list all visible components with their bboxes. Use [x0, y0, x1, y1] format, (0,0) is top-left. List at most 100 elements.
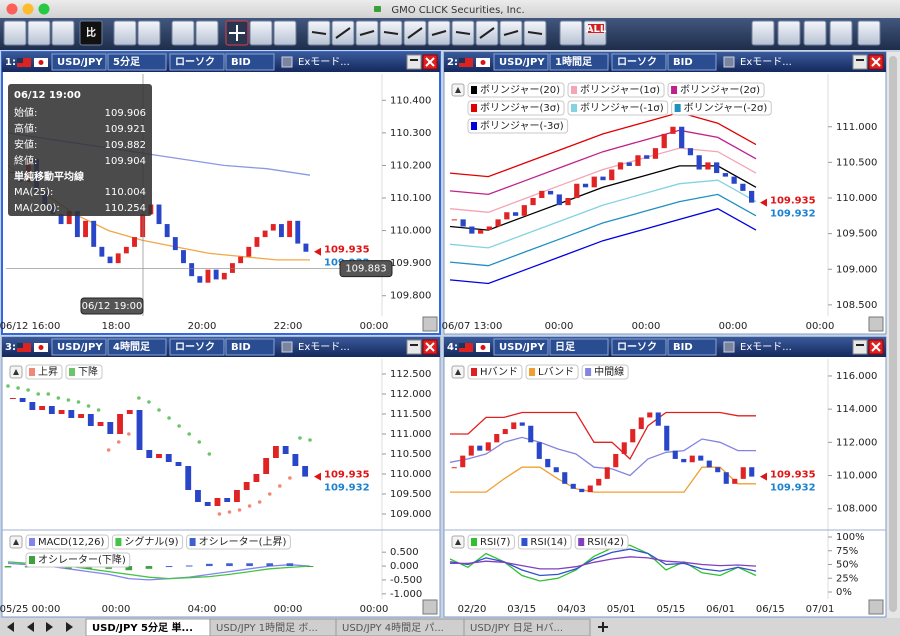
minimize-panel[interactable] [852, 54, 868, 70]
tool-glyph [503, 30, 519, 36]
chart-tab-label: USD/JPY 1時間足 ボ... [216, 622, 318, 634]
header-field[interactable] [169, 338, 225, 356]
legend-item[interactable] [186, 534, 291, 550]
candle [97, 422, 104, 426]
header-field[interactable] [549, 53, 609, 71]
tab-nav-arrow[interactable] [46, 622, 53, 632]
header-field[interactable] [107, 53, 167, 71]
y-tick-label: 0.000 [390, 561, 419, 572]
ex-mode-checkbox[interactable] [723, 56, 735, 68]
legend-item[interactable] [574, 534, 629, 550]
zoom-button[interactable] [38, 3, 50, 15]
header-field[interactable] [225, 338, 275, 356]
price-pointer [760, 198, 767, 207]
legend-item[interactable] [667, 82, 765, 98]
tool-button[interactable] [829, 20, 853, 46]
legend-item[interactable] [567, 82, 665, 98]
header-field[interactable] [51, 53, 107, 71]
header-field[interactable] [51, 338, 107, 356]
legend-item[interactable] [525, 364, 579, 380]
candle [477, 445, 483, 451]
legend-item[interactable] [581, 364, 629, 380]
candle [604, 467, 610, 479]
candle [661, 133, 667, 149]
tool-button[interactable] [137, 20, 161, 46]
scroll-thumb[interactable] [889, 56, 897, 612]
candle [504, 212, 510, 220]
zoom-control[interactable] [868, 599, 884, 615]
zoom-control[interactable] [422, 316, 438, 332]
chart-tab[interactable] [463, 618, 591, 636]
tool-button[interactable] [27, 20, 51, 46]
ex-mode-checkbox[interactable] [723, 341, 735, 353]
legend-item[interactable] [467, 364, 523, 380]
candle [732, 478, 738, 484]
header-field[interactable] [549, 338, 609, 356]
tool-button[interactable] [51, 20, 75, 46]
tool-button[interactable] [171, 20, 195, 46]
tool-button[interactable] [273, 20, 297, 46]
tool-button[interactable] [249, 20, 273, 46]
tab-nav-arrow[interactable] [66, 622, 73, 632]
ex-mode-label: Exモード... [298, 342, 350, 353]
tool-button[interactable] [751, 20, 775, 46]
indicator-dot [16, 386, 20, 390]
minimize-panel[interactable] [852, 339, 868, 355]
add-tab[interactable] [598, 622, 608, 632]
candle [272, 446, 279, 458]
tool-button[interactable] [559, 20, 583, 46]
legend-item[interactable] [25, 534, 109, 550]
minimize-panel[interactable] [406, 54, 422, 70]
ex-mode-checkbox[interactable] [281, 56, 293, 68]
header-pair: USD/JPY [57, 342, 103, 353]
x-tick-label: 03/15 [507, 604, 536, 615]
legend-toggle-icon [13, 369, 19, 375]
header-field[interactable] [493, 338, 549, 356]
tab-nav-arrow[interactable] [27, 622, 34, 632]
header-field[interactable] [611, 53, 667, 71]
zoom-control[interactable] [868, 316, 884, 332]
header-field[interactable] [225, 53, 275, 71]
legend-item[interactable] [467, 100, 565, 116]
us-flag [459, 343, 473, 352]
ex-mode-checkbox[interactable] [281, 341, 293, 353]
minimize-button[interactable] [22, 3, 34, 15]
candle [197, 276, 203, 283]
legend-item[interactable] [111, 534, 184, 550]
indicator-dot [197, 440, 202, 444]
legend-item[interactable] [467, 534, 515, 550]
indicator-dot [247, 504, 252, 508]
tool-button[interactable] [3, 20, 27, 46]
header-field[interactable] [667, 53, 717, 71]
header-field[interactable] [667, 338, 717, 356]
candle [553, 467, 559, 473]
indicator-line [449, 436, 756, 477]
header-field[interactable] [169, 53, 225, 71]
tool-button[interactable] [857, 20, 881, 46]
zoom-control[interactable] [422, 599, 438, 615]
legend-item[interactable] [467, 118, 569, 134]
legend-item[interactable] [517, 534, 572, 550]
tool-button[interactable] [803, 20, 827, 46]
us-flag [459, 58, 473, 67]
legend-item[interactable] [671, 100, 772, 116]
candle [39, 406, 46, 410]
tool-button[interactable] [195, 20, 219, 46]
header-field[interactable] [107, 338, 167, 356]
crosshair-price-box [339, 260, 393, 278]
tool-button[interactable] [113, 20, 137, 46]
close-button[interactable] [6, 3, 18, 15]
minimize-panel[interactable] [406, 339, 422, 355]
legend-item[interactable] [467, 82, 565, 98]
header-field[interactable] [611, 338, 667, 356]
header-side: BID [673, 342, 693, 353]
header-field[interactable] [493, 53, 549, 71]
legend-item[interactable] [25, 552, 131, 568]
tool-button[interactable] [777, 20, 801, 46]
tab-nav-arrow[interactable] [7, 622, 14, 632]
panel-number: 4: [447, 342, 458, 353]
tool-button[interactable] [79, 20, 103, 46]
candle [740, 467, 746, 479]
indicator-dot [127, 432, 131, 436]
legend-item[interactable] [567, 100, 669, 116]
